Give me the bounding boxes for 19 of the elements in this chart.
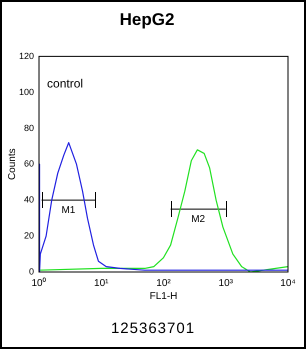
text: 125363701 (110, 320, 196, 337)
y-tick-label: 120 (18, 50, 34, 61)
y-tick-label: 20 (24, 230, 34, 241)
y-axis-title: Counts (6, 148, 18, 180)
y-tick-label: 80 (24, 122, 34, 133)
annotation: control (47, 76, 84, 91)
y-tick-label: 100 (18, 86, 34, 97)
x-tick-label: 10² (156, 278, 172, 289)
series-label: M2 (191, 214, 206, 225)
x-tick-label: 10⁰ (31, 276, 47, 289)
x-tick-label: 10⁴ (280, 278, 296, 289)
x-tick-label: 10¹ (94, 278, 110, 289)
y-tick-label: 40 (24, 194, 34, 205)
x-tick-label: 10³ (218, 278, 234, 289)
y-tick-label: 60 (24, 158, 34, 169)
series-label: M1 (61, 204, 76, 216)
y-tick-label: 0 (29, 266, 34, 276)
x-axis-title: FL1-H (150, 290, 178, 302)
chart-title: HepG2 (120, 10, 174, 29)
